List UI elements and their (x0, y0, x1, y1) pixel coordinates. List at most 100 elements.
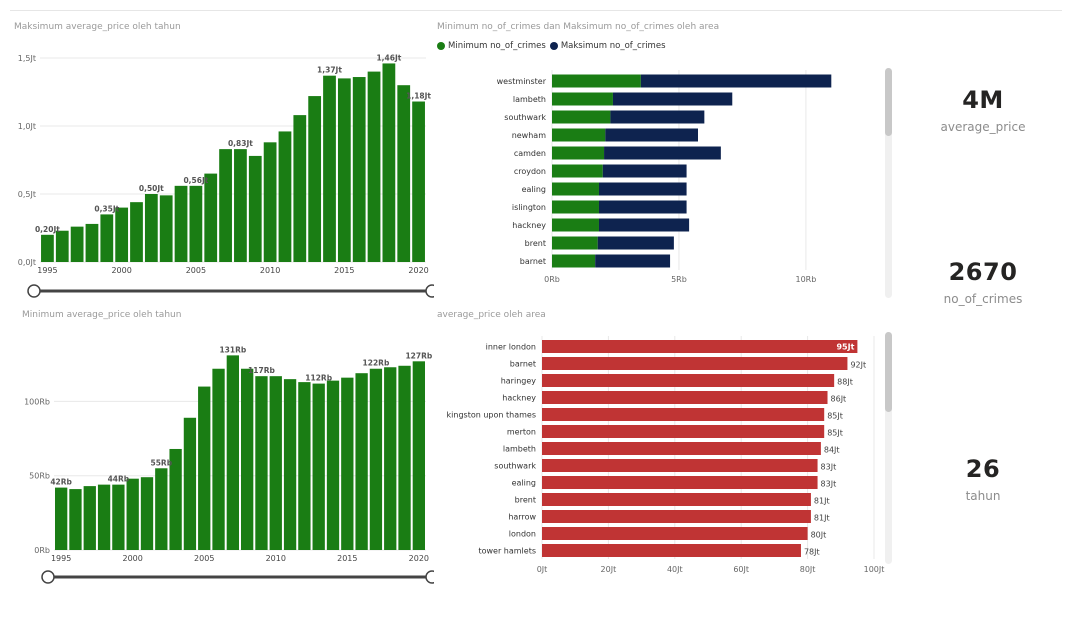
bar[interactable] (189, 185, 203, 262)
bar[interactable] (159, 195, 173, 262)
bar[interactable] (542, 476, 818, 489)
price-area-scrollbar[interactable] (885, 332, 892, 564)
bar[interactable] (542, 510, 811, 523)
bar[interactable] (169, 448, 182, 550)
bar[interactable] (198, 386, 211, 550)
bar[interactable] (298, 382, 311, 550)
data-label: 92Jt (850, 361, 866, 370)
scrollbar-thumb[interactable] (885, 68, 892, 136)
bar[interactable] (126, 478, 139, 550)
bar[interactable] (219, 149, 232, 262)
bar[interactable] (326, 380, 340, 550)
bar[interactable] (83, 486, 96, 550)
bar[interactable] (100, 214, 114, 262)
bar[interactable] (542, 459, 818, 472)
bar[interactable] (69, 489, 82, 550)
legend-item-min[interactable]: Minimum no_of_crimes (437, 41, 546, 51)
bar[interactable] (212, 368, 225, 550)
bar[interactable] (323, 75, 336, 263)
bar-segment[interactable] (552, 146, 605, 160)
bar[interactable] (234, 149, 247, 262)
bar-segment[interactable] (552, 92, 613, 106)
bar-segment[interactable] (552, 164, 603, 178)
bar-segment[interactable] (598, 182, 687, 196)
bar-segment[interactable] (552, 236, 598, 250)
bar[interactable] (269, 376, 282, 550)
bar[interactable] (248, 155, 262, 262)
bar[interactable] (384, 367, 397, 550)
bar[interactable] (412, 101, 425, 263)
bar[interactable] (112, 484, 125, 550)
bar[interactable] (293, 115, 307, 263)
bar[interactable] (204, 173, 218, 262)
legend-item-max[interactable]: Maksimum no_of_crimes (549, 41, 666, 51)
bar[interactable] (542, 391, 828, 404)
crimes-scrollbar[interactable] (885, 68, 892, 298)
bar[interactable] (283, 379, 297, 550)
bar[interactable] (341, 377, 354, 550)
bar[interactable] (226, 355, 239, 550)
bar[interactable] (352, 77, 366, 262)
bar-segment[interactable] (612, 92, 733, 106)
bar[interactable] (382, 63, 396, 262)
bar-segment[interactable] (605, 128, 698, 142)
bar[interactable] (542, 340, 858, 353)
bar[interactable] (542, 425, 825, 438)
scrollbar-thumb[interactable] (885, 332, 892, 412)
bar[interactable] (542, 544, 801, 557)
bar-segment[interactable] (552, 218, 599, 232)
bar[interactable] (308, 96, 322, 262)
bar[interactable] (355, 373, 368, 550)
bar[interactable] (115, 207, 129, 262)
bar[interactable] (155, 468, 168, 550)
bar[interactable] (542, 527, 808, 540)
range-slider-handle-start[interactable] (41, 570, 55, 584)
bar[interactable] (55, 230, 69, 262)
bar[interactable] (367, 71, 381, 262)
bar[interactable] (397, 85, 411, 262)
bar[interactable] (337, 78, 351, 263)
bar[interactable] (398, 365, 411, 550)
bar-segment[interactable] (552, 182, 599, 196)
bar-segment[interactable] (604, 146, 721, 160)
bar-segment[interactable] (552, 128, 606, 142)
bar[interactable] (542, 442, 821, 455)
bar[interactable] (41, 234, 54, 262)
bar[interactable] (542, 408, 825, 421)
bar[interactable] (542, 493, 811, 506)
bar[interactable] (312, 383, 325, 550)
bar-segment[interactable] (552, 254, 596, 268)
bar[interactable] (140, 477, 154, 550)
category-label: london (509, 530, 536, 539)
bar[interactable] (97, 484, 111, 550)
bar[interactable] (542, 357, 848, 370)
bar-segment[interactable] (552, 200, 599, 214)
bar[interactable] (263, 142, 277, 262)
bar[interactable] (255, 376, 268, 550)
bar[interactable] (174, 185, 188, 262)
bar-segment[interactable] (602, 164, 687, 178)
bar-segment[interactable] (552, 110, 611, 124)
bar[interactable] (369, 368, 383, 550)
bar-segment[interactable] (597, 236, 674, 250)
category-label: merton (507, 428, 536, 437)
bar[interactable] (85, 223, 99, 262)
bar[interactable] (542, 374, 835, 387)
range-slider-handle-end[interactable] (425, 284, 434, 298)
bar[interactable] (130, 202, 143, 262)
bar-segment[interactable] (552, 74, 641, 88)
bar[interactable] (278, 131, 292, 262)
bar-segment[interactable] (640, 74, 832, 88)
bar-segment[interactable] (598, 218, 690, 232)
bar[interactable] (241, 368, 254, 550)
bar[interactable] (183, 417, 197, 550)
bar-segment[interactable] (610, 110, 705, 124)
bar[interactable] (55, 487, 68, 550)
bar[interactable] (144, 194, 158, 262)
bar-segment[interactable] (598, 200, 687, 214)
bar-segment[interactable] (595, 254, 671, 268)
bar[interactable] (70, 226, 84, 262)
bar[interactable] (412, 361, 425, 550)
range-slider-handle-end[interactable] (425, 570, 434, 584)
range-slider-handle-start[interactable] (27, 284, 41, 298)
